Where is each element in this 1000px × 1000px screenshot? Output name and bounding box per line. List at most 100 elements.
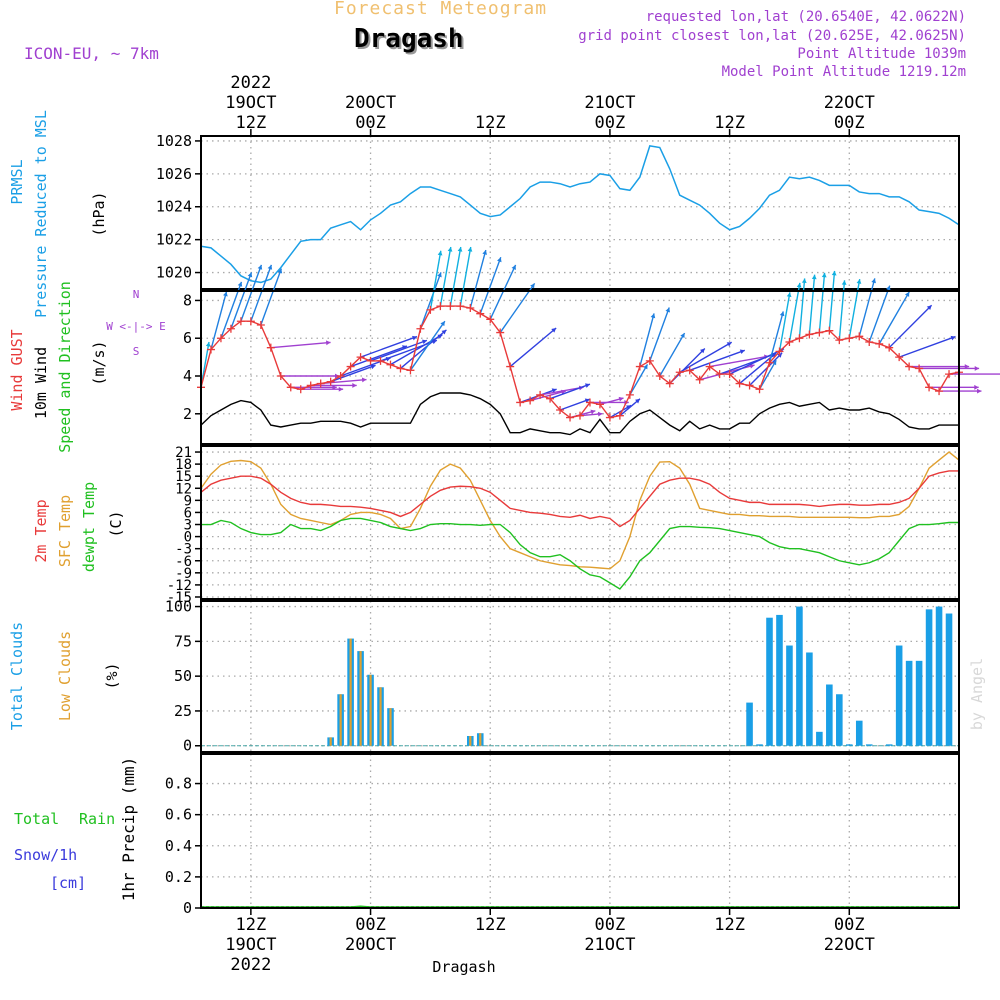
gust-marker [865,338,874,346]
precip-unit-label: 1hr Precip (mm) [119,757,138,902]
series-line-gust [200,305,960,419]
top-time-label: 2022 [230,73,271,93]
wind-unit-label: (m/s) [90,340,108,385]
cloud-bar-low [349,638,352,746]
cloud-bar-total [746,702,753,746]
cloud-bar-total [885,744,893,746]
gust-marker [526,396,535,405]
wind-arrow-shaft [709,355,769,368]
gust-marker [585,398,594,407]
gust-marker [546,394,555,403]
y-tick-label: 0 [183,737,192,755]
cloud-bar-low [469,735,472,746]
y-tick-label: 6 [183,329,192,347]
requested-coords: requested lon,lat (20.6540E, 42.0622N) [645,9,966,25]
cloud-bar-low [329,737,332,746]
series-line-2m-temp [200,470,959,528]
gust-marker [576,411,584,420]
cloud-bar-low [369,674,372,746]
gust-marker [595,400,604,409]
cloud-bar-total [855,720,863,746]
clouds-label-total: Total Clouds [8,622,26,730]
wind-arrow-head [726,342,732,347]
gust-marker [406,366,415,375]
cloud-bar-total [945,613,953,746]
clouds-unit-label: (%) [103,662,121,689]
y-tick-label: 0.6 [165,806,192,824]
wind-arrow-shaft [788,282,801,343]
wind-arrow-head [643,364,648,370]
cloud-bar-total [895,645,903,746]
pressure-unit-label: (hPa) [90,191,108,236]
cloud-bar-low [389,708,392,746]
cloud-bar-total [865,744,873,746]
gust-marker [206,345,215,354]
wind-arrow-head [801,278,807,284]
gust-marker [625,390,634,399]
top-time-label: 20OCT [345,93,396,113]
bottom-time-label: 20OCT [345,935,396,955]
wind-arrow-shaft [848,279,861,339]
wind-arrow-head [497,257,502,263]
grid-coords: grid point closest lon,lat (20.625E, 42.… [578,28,966,44]
wind-arrow-head [590,409,596,415]
y-tick-label: -3 [175,542,192,558]
y-tick-label: 3 [184,518,192,534]
gust-marker [845,334,854,343]
wind-arrow-shaft [489,264,517,320]
wind-arrow-head [841,280,847,285]
gust-marker [755,385,764,394]
wind-arrow-head [856,279,862,284]
panel-precip: 0 0.2 0.4 0.6 0.8 [165,753,960,917]
wind-arrow-head [457,247,463,252]
y-tick-label: 18 [175,457,192,473]
wind-arrow-head [551,388,557,393]
bottom-time-label: 19OCT [225,935,276,955]
gust-marker [426,305,435,314]
bottom-time-label: 00Z [595,915,626,935]
gust-marker [436,302,445,311]
y-tick-label: 1024 [156,198,192,216]
wind-arrow-head [974,384,979,390]
wind-arrow-shaft [629,364,649,396]
cloud-bar-low [359,651,362,746]
y-tick-label: 75 [174,632,192,650]
gust-marker [276,372,285,380]
model-label: ICON-EU, ~ 7km [24,44,159,63]
wind-arrow-head [482,250,487,255]
wind-arrow-shaft [409,320,446,371]
wind-arrow-head [441,329,447,335]
series-line-dewpt-temp [201,517,959,590]
panel-frame-clouds [200,600,960,753]
compass-south: S [133,345,140,358]
gust-marker [266,343,275,352]
wind-arrow-head [886,285,891,291]
wind-arrow-head [277,268,283,274]
gust-marker [306,381,315,390]
wind-arrow-head [437,272,442,278]
gust-marker [236,317,245,326]
y-tick-label: 15 [175,469,192,485]
panel-pressure: 1020 1022 1024 1026 1028 [156,132,960,290]
wind-arrow-head [871,278,876,284]
wind-arrow-shaft [858,278,876,337]
wind-arrow-shaft [888,304,933,349]
wind-arrow-head [831,270,837,276]
credit-watermark: by Angel [968,658,986,730]
precip-label-rain: Rain [79,810,115,828]
wind-arrow-shaft [679,341,733,373]
top-time-label: 00Z [595,113,626,133]
wind-arrow-head [267,264,273,270]
y-tick-label: 0 [184,530,192,546]
gust-marker [286,383,295,392]
cloud-bar-total [796,606,803,746]
bottom-time-label: 21OCT [584,935,635,955]
gust-marker [785,338,794,346]
gust-marker [376,356,385,365]
wind-arrow-head [237,281,243,287]
wind-arrow-head [821,272,827,278]
top-time-label: 22OCT [824,93,875,113]
gust-marker [226,324,235,333]
